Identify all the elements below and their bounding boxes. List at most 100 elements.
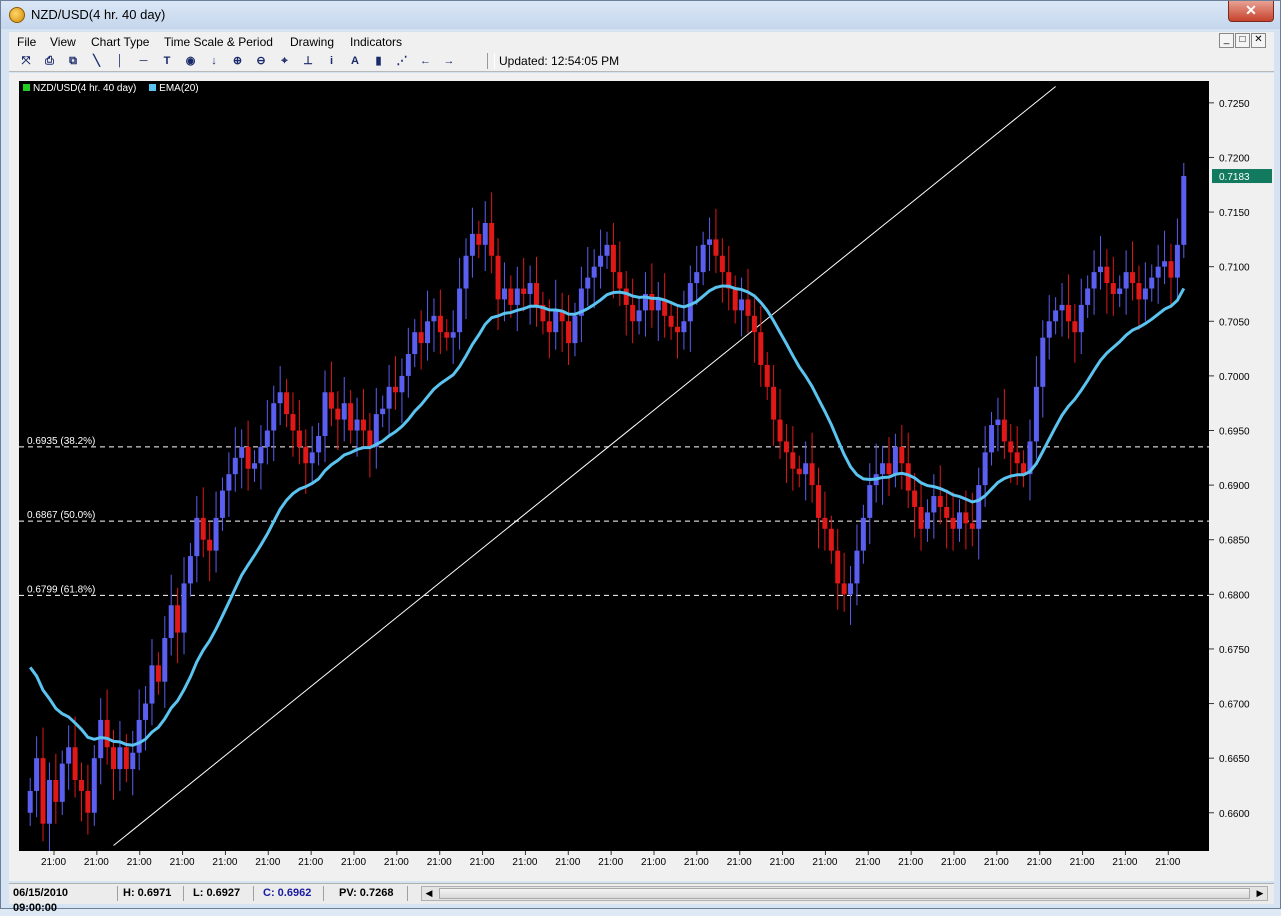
- candle: [59, 763, 65, 802]
- title-bar[interactable]: NZD/USD(4 hr. 40 day) ✕: [1, 1, 1280, 29]
- x-tick-label: 21:00: [1155, 857, 1180, 868]
- candle: [924, 512, 930, 529]
- y-tick-label: 0.6600: [1219, 809, 1250, 820]
- close-button[interactable]: ✕: [1228, 1, 1274, 22]
- horizontal-line-icon[interactable]: ─: [139, 55, 148, 67]
- line-chart-icon[interactable]: ⋰: [396, 55, 408, 67]
- candle: [931, 496, 937, 513]
- scrollbar-thumb[interactable]: [439, 888, 1250, 899]
- arrow-right-icon[interactable]: →: [443, 55, 455, 67]
- candle: [309, 452, 315, 464]
- trendline: [113, 86, 1056, 846]
- arrow-left-icon[interactable]: ←: [420, 55, 431, 67]
- candle: [662, 299, 668, 316]
- candle: [630, 304, 636, 322]
- toolbar: ⤧ ⎙ ⧉ ╲ │ ─ T ◉ ↓ ⊕ ⊖ ⌖ ⊥ i A ▮ ⋰ ← → Updated: 12:54:05 PM: [9, 51, 1274, 72]
- candle: [572, 315, 578, 344]
- candle: [636, 310, 642, 322]
- candle: [373, 414, 379, 447]
- candle: [617, 272, 623, 289]
- mdi-restore-button[interactable]: □: [1235, 33, 1250, 48]
- candle: [707, 239, 713, 245]
- arrow-down-icon[interactable]: ↓: [211, 55, 217, 67]
- bar-chart-icon[interactable]: ▮: [375, 55, 382, 67]
- price-plot[interactable]: 0.6935 (38.2%) 0.6867 (50.0%) 0.6799 (61.8…: [19, 81, 1209, 851]
- y-tick-label: 0.6800: [1219, 590, 1250, 601]
- text-tool-icon[interactable]: T: [163, 55, 171, 67]
- menu-file[interactable]: File: [17, 35, 37, 49]
- menu-indicators[interactable]: Indicators: [350, 35, 403, 49]
- x-tick-label: 21:00: [941, 857, 966, 868]
- candle: [623, 288, 629, 305]
- y-tick-label: 0.7100: [1219, 263, 1250, 274]
- candle: [207, 539, 213, 551]
- fit-icon[interactable]: ⌖: [281, 55, 288, 67]
- candle: [457, 288, 463, 333]
- candle: [969, 523, 975, 529]
- x-tick-label: 21:00: [555, 857, 580, 868]
- candle: [284, 392, 290, 415]
- candle: [53, 780, 59, 802]
- candle: [91, 758, 97, 813]
- candle: [489, 222, 495, 256]
- mdi-close-button[interactable]: ✕: [1251, 33, 1266, 48]
- scroll-right-icon[interactable]: ▶: [1256, 888, 1264, 898]
- menu-drawing[interactable]: Drawing: [290, 35, 335, 49]
- legend-label-ema: EMA(20): [159, 83, 199, 94]
- candle: [136, 719, 142, 753]
- candle: [360, 419, 366, 431]
- candle: [835, 550, 841, 584]
- x-tick-label: 21:00: [84, 857, 109, 868]
- candle: [46, 780, 52, 824]
- candle: [1072, 321, 1078, 333]
- menu-chart-type[interactable]: Chart Type: [91, 35, 150, 49]
- candle: [143, 703, 149, 720]
- candle: [431, 315, 437, 322]
- print-icon[interactable]: ⎙: [45, 55, 54, 67]
- x-tick-label: 21:00: [427, 857, 452, 868]
- candle: [117, 747, 123, 770]
- candle: [130, 752, 136, 770]
- menu-time-scale[interactable]: Time Scale & Period: [164, 35, 273, 49]
- candle: [1027, 441, 1033, 475]
- copy-icon[interactable]: ⧉: [69, 55, 77, 67]
- candle: [1078, 304, 1084, 333]
- trendline-icon[interactable]: ╲: [93, 55, 100, 67]
- menu-view[interactable]: View: [50, 35, 76, 49]
- candle: [559, 310, 565, 322]
- candle: [982, 452, 988, 486]
- vertical-line-icon[interactable]: │: [116, 55, 124, 67]
- candle: [668, 315, 674, 327]
- candle: [1181, 176, 1187, 245]
- candle: [495, 255, 501, 300]
- candle: [585, 277, 591, 289]
- candle: [72, 747, 78, 781]
- y-tick-label: 0.6700: [1219, 700, 1250, 711]
- horizontal-scrollbar[interactable]: ◀ ▶: [421, 886, 1268, 901]
- zoom-in-icon[interactable]: ⊕: [232, 55, 243, 67]
- scroll-left-icon[interactable]: ◀: [425, 888, 433, 898]
- info-icon[interactable]: i: [329, 55, 334, 67]
- candle: [437, 315, 443, 333]
- candle: [553, 310, 559, 333]
- crosshair-icon[interactable]: ⤧: [21, 55, 31, 67]
- legend-swatch-ema: [149, 84, 157, 91]
- fib-label: 0.6799 (61.8%): [27, 584, 95, 595]
- candle: [399, 375, 405, 393]
- font-icon[interactable]: A: [351, 55, 359, 67]
- toolbar-separator: [487, 53, 495, 69]
- zoom-out-icon[interactable]: ⊖: [256, 55, 266, 67]
- candle: [187, 556, 193, 584]
- candle: [258, 446, 264, 464]
- candle: [546, 321, 552, 333]
- anchor-icon[interactable]: ⊥: [303, 55, 313, 67]
- mdi-minimize-button[interactable]: _: [1219, 33, 1234, 48]
- candle: [1021, 463, 1027, 475]
- candle: [848, 583, 854, 595]
- x-tick-label: 21:00: [255, 857, 280, 868]
- target-icon[interactable]: ◉: [185, 55, 196, 67]
- candle: [322, 392, 328, 436]
- candle: [649, 293, 655, 311]
- candle: [1033, 386, 1039, 442]
- x-tick-label: 21:00: [1027, 857, 1052, 868]
